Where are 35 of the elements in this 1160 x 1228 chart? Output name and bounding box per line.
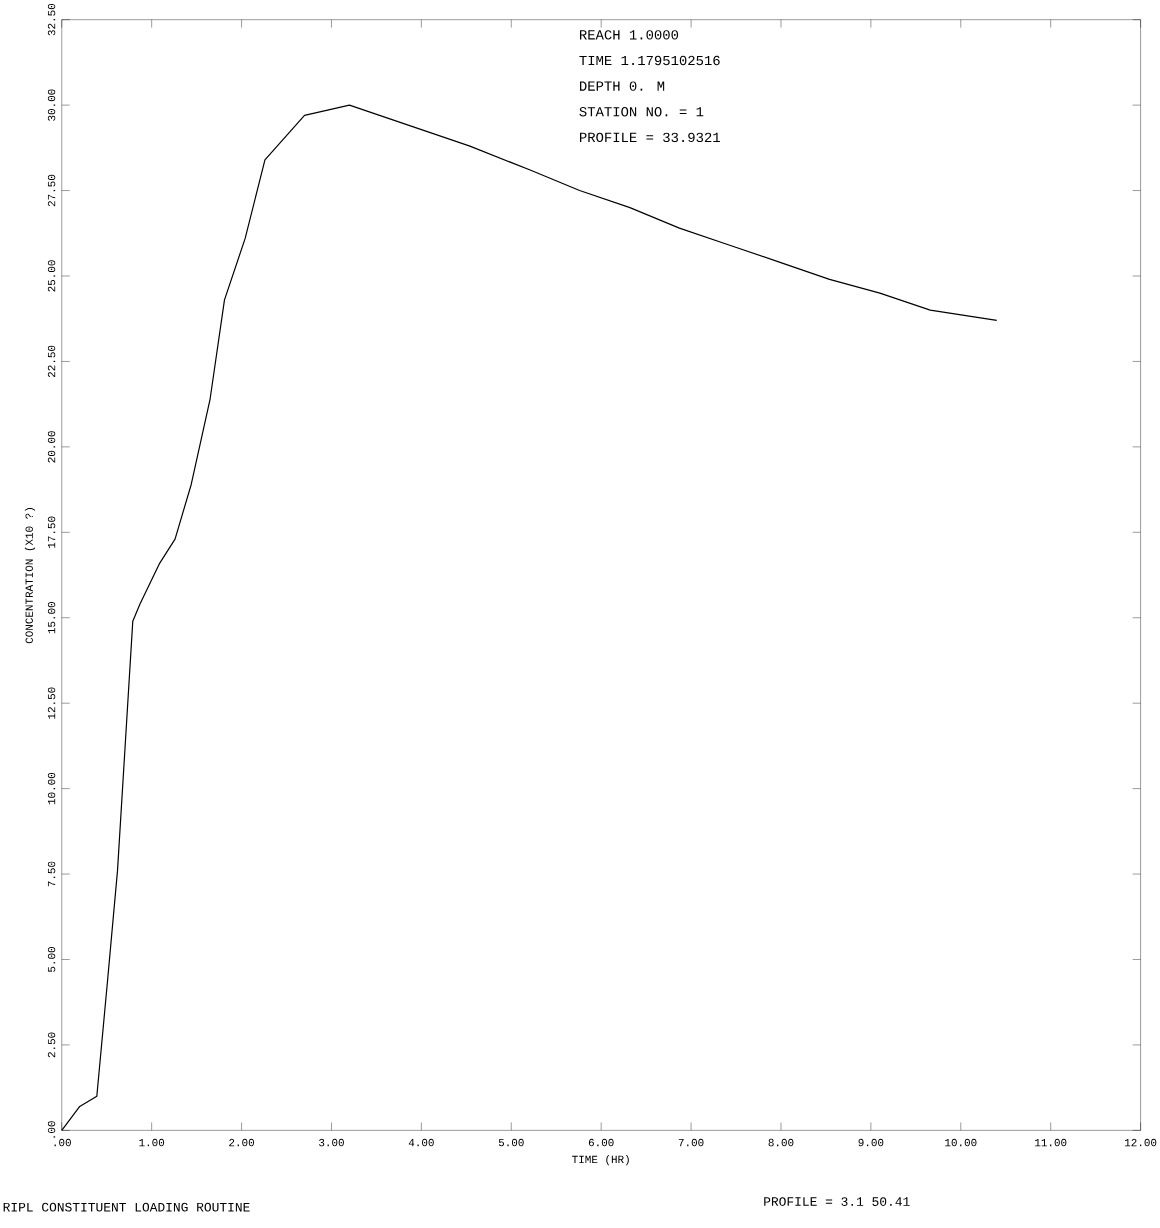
x-tick-label: 12.00 (1124, 1138, 1157, 1147)
x-tick-label: .00 (54, 1138, 71, 1147)
x-tick-label: 2.00 (229, 1138, 254, 1147)
x-tick-label: 1.00 (139, 1138, 164, 1147)
annotation: REACH 1.0000 (579, 30, 678, 40)
x-tick-label: 7.00 (678, 1138, 704, 1147)
y-tick-label: 2.50 (47, 1032, 56, 1058)
text: PROFILE = 3.1 50.41 (764, 1197, 910, 1206)
y-tick-label: 15.00 (47, 602, 56, 634)
text: RIPL CONSTITUENT LOADING ROUTINE (3, 1202, 250, 1212)
y-tick-label: 5.00 (47, 947, 56, 972)
y-tick-label: 22.50 (47, 345, 56, 378)
y-tick-label: 27.50 (47, 174, 56, 207)
annotation: STATION NO. = 1 (579, 107, 704, 117)
y-axis-title: CONCENTRATION (X10 ?) (24, 508, 35, 644)
x-tick-label: 5.00 (498, 1138, 524, 1147)
x-tick-label: 4.00 (408, 1138, 434, 1147)
x-tick-label: 8.00 (768, 1138, 794, 1147)
x-axis-title: TIME (HR) (571, 1155, 629, 1166)
y-tick-label: 20.00 (47, 431, 56, 463)
x-tick-label: 9.00 (858, 1138, 884, 1147)
annotation: PROFILE = 33.9321 (579, 132, 720, 143)
annotation: DEPTH 0. M (579, 81, 665, 91)
y-tick-label: 32.50 (47, 3, 56, 36)
y-tick-label: 7.50 (47, 861, 56, 887)
y-tick-label: 30.00 (47, 89, 56, 121)
y-tick-label: 10.00 (47, 772, 56, 805)
x-tick-label: 6.00 (588, 1138, 614, 1147)
y-tick-label: 17.50 (47, 516, 56, 548)
x-tick-label: 10.00 (945, 1138, 977, 1147)
y-tick-label: 25.00 (47, 260, 56, 292)
x-tick-label: 3.00 (318, 1138, 344, 1147)
x-tick-label: 11.00 (1034, 1138, 1067, 1147)
annotation: TIME 1.1795102516 (579, 55, 720, 66)
y-tick-label: 12.50 (47, 687, 56, 719)
